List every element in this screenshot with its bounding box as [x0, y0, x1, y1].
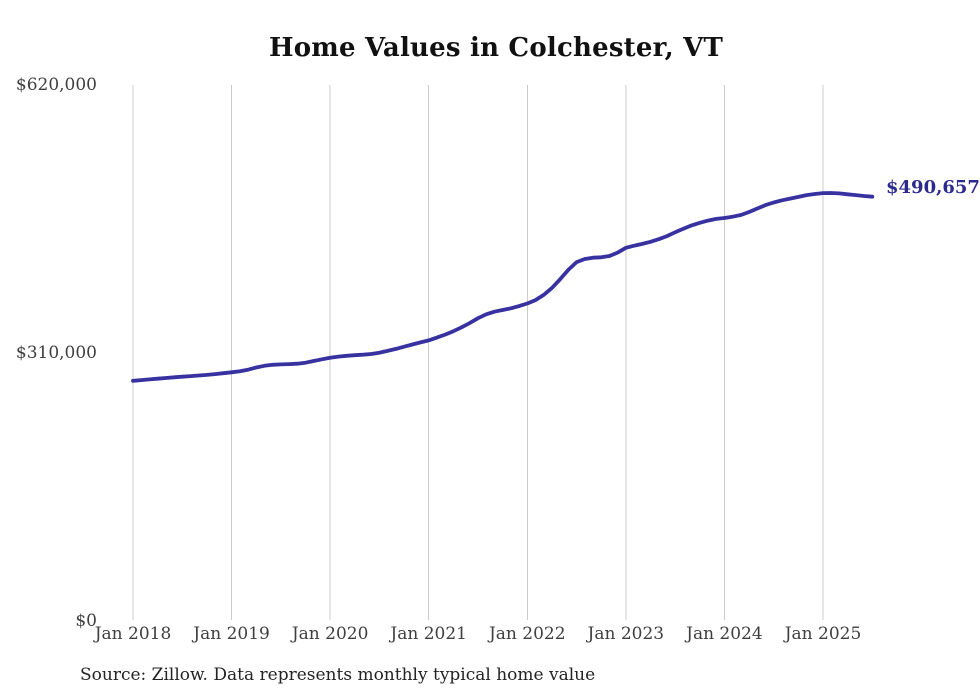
source-note: Source: Zillow. Data represents monthly …	[80, 665, 596, 685]
x-tick-label: Jan 2024	[686, 624, 763, 644]
end-value-label: $490,657	[886, 177, 980, 198]
x-tick-label: Jan 2018	[94, 624, 172, 644]
x-tick-label: Jan 2025	[784, 624, 862, 644]
x-tick-label: Jan 2021	[390, 624, 467, 644]
y-tick-label: $620,000	[15, 75, 97, 95]
x-tick-label: Jan 2023	[587, 624, 665, 644]
x-tick-label: Jan 2022	[488, 624, 566, 644]
x-tick-label: Jan 2019	[193, 624, 270, 644]
y-tick-label: $310,000	[15, 342, 97, 363]
x-tick-label: Jan 2020	[291, 624, 369, 644]
y-tick-label: $0	[75, 610, 97, 631]
home-value-line	[131, 191, 875, 383]
chart-title: Home Values in Colchester, VT	[268, 33, 724, 63]
